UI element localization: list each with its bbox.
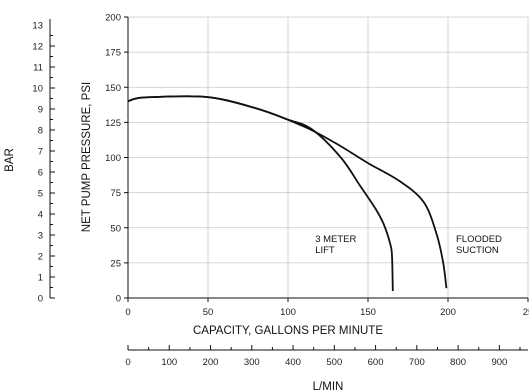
bar-tick-label: 2 [38,252,43,263]
lmin-tick-label: 200 [203,357,219,368]
lmin-axis-title: L/MIN [313,381,344,392]
y-tick-label: 50 [110,223,121,234]
bar-tick-label: 0 [38,294,43,305]
bar-tick-label: 1 [38,273,43,284]
y-tick-label: 100 [105,153,121,164]
lmin-tick-label: 800 [450,357,466,368]
bar-tick-label: 13 [32,21,43,32]
x-tick-label: 50 [203,307,214,318]
x-axis-title: CAPACITY, GALLONS PER MINUTE [193,325,383,337]
bar-tick-label: 4 [38,210,43,221]
x-tick-label: 150 [360,307,376,318]
curve-annotation-label: FLOODED [456,234,502,245]
grid-lines [127,16,529,299]
curve-annotation-label: SUCTION [456,245,499,256]
bar-tick-label: 6 [38,168,43,179]
series-line-flooded-suction [127,95,448,289]
lmin-tick-label: 700 [409,357,425,368]
lmin-tick-label: 500 [326,357,342,368]
lmin-tick-label: 300 [244,357,260,368]
lmin-tick-label: 900 [491,357,507,368]
curve-annotation-label: 3 METER [315,234,356,245]
bar-tick-label: 8 [38,126,43,137]
bar-tick-label: 11 [33,63,43,74]
x-tick-label: 200 [440,307,456,318]
chart-labels: 0255075100125150175200050100150200250123… [32,13,529,369]
y-axis-title: NET PUMP PRESSURE, PSI [81,82,93,232]
bar-tick-label: 7 [38,147,43,158]
y-tick-label: 200 [105,13,121,24]
x-tick-label: 0 [125,307,130,318]
bar-axis-title: BAR [4,148,16,172]
bar-tick-label: 9 [38,105,43,116]
y-tick-label: 25 [110,258,121,269]
bar-tick-label: 5 [38,189,43,200]
chart-axes [49,16,529,351]
bar-tick-label: 3 [38,231,43,242]
x-tick-label: 100 [280,307,296,318]
bar-tick-label: 12 [32,42,43,53]
x-tick-label: 25 [523,307,529,318]
y-tick-label: 150 [105,83,121,94]
lmin-tick-label: 600 [368,357,384,368]
chart-series [127,95,448,292]
lmin-tick-label: 100 [161,357,177,368]
curve-annotation-label: LIFT [315,245,335,256]
bar-tick-label: 10 [32,84,43,95]
series-line-3-meter-lift [127,95,394,292]
y-tick-label: 75 [110,188,121,199]
y-tick-label: 125 [105,118,121,129]
y-tick-label: 175 [105,48,121,59]
lmin-tick-label: 0 [125,357,130,368]
lmin-tick-label: 400 [285,357,301,368]
y-tick-label: 0 [116,294,121,305]
